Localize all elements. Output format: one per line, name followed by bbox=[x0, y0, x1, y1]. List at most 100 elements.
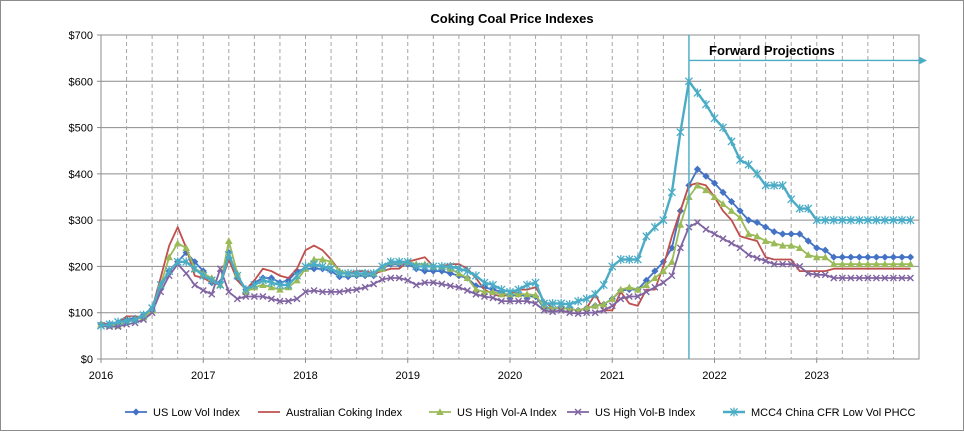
legend-label: US Low Vol Index bbox=[153, 407, 240, 419]
data-point bbox=[515, 297, 523, 305]
data-point bbox=[634, 285, 642, 293]
data-point bbox=[702, 172, 710, 180]
data-point bbox=[770, 239, 778, 247]
marker-stroke bbox=[404, 276, 412, 284]
data-point bbox=[600, 306, 608, 314]
y-tick-label: $0 bbox=[81, 354, 93, 366]
marker-stroke bbox=[208, 290, 216, 298]
data-point bbox=[821, 271, 829, 279]
data-point bbox=[139, 310, 148, 320]
data-point bbox=[650, 222, 659, 232]
data-point bbox=[463, 274, 472, 282]
marker-stroke bbox=[276, 297, 284, 305]
data-point bbox=[863, 215, 872, 225]
data-point bbox=[463, 287, 471, 294]
data-point bbox=[753, 232, 761, 240]
y-tick-label: $600 bbox=[69, 76, 93, 88]
data-point bbox=[736, 244, 744, 252]
data-point bbox=[344, 287, 352, 294]
legend-label: US High Vol-B Index bbox=[595, 407, 696, 419]
data-point bbox=[250, 293, 258, 301]
marker-stroke bbox=[719, 235, 727, 243]
data-point bbox=[744, 160, 753, 169]
data-point bbox=[804, 251, 813, 258]
data-point bbox=[693, 88, 702, 98]
data-point bbox=[711, 230, 718, 238]
data-point bbox=[668, 244, 676, 252]
marker-stroke bbox=[302, 288, 309, 296]
marker-stroke bbox=[395, 274, 403, 282]
data-point bbox=[429, 279, 437, 287]
data-point bbox=[830, 274, 838, 282]
data-point bbox=[122, 316, 131, 326]
data-point bbox=[702, 225, 710, 233]
data-point bbox=[182, 269, 190, 277]
data-point bbox=[795, 204, 804, 213]
data-point bbox=[480, 278, 489, 288]
marker-stroke bbox=[515, 297, 523, 305]
data-point bbox=[779, 230, 787, 238]
data-point bbox=[770, 260, 778, 268]
data-point bbox=[480, 293, 488, 301]
data-point bbox=[378, 275, 386, 283]
marker-stroke bbox=[532, 299, 540, 307]
marker-stroke bbox=[770, 260, 778, 268]
data-point bbox=[224, 250, 233, 260]
x-tick-label: 2018 bbox=[293, 370, 317, 382]
marker-stroke bbox=[242, 293, 250, 301]
data-point bbox=[310, 255, 318, 263]
marker-stroke bbox=[813, 271, 821, 279]
data-point bbox=[821, 246, 829, 254]
x-tick-label: 2021 bbox=[600, 370, 624, 382]
x-tick-label: 2022 bbox=[702, 370, 726, 382]
data-point bbox=[310, 265, 318, 273]
data-point bbox=[113, 317, 123, 327]
data-point bbox=[173, 257, 182, 267]
marker-stroke bbox=[310, 287, 318, 294]
forward-projections-label: Forward Projections bbox=[709, 43, 835, 58]
data-point bbox=[667, 187, 676, 197]
x-tick-label: 2020 bbox=[498, 370, 522, 382]
data-point bbox=[770, 181, 779, 190]
data-point bbox=[548, 299, 557, 308]
data-point bbox=[327, 288, 335, 296]
data-point bbox=[523, 290, 531, 298]
data-point bbox=[829, 215, 838, 225]
data-point bbox=[744, 216, 753, 224]
marker-stroke bbox=[429, 279, 437, 287]
data-point bbox=[455, 283, 463, 291]
data-point bbox=[488, 280, 498, 290]
data-point bbox=[566, 309, 574, 317]
marker-stroke bbox=[787, 260, 795, 268]
data-point bbox=[710, 179, 719, 187]
data-point bbox=[821, 215, 830, 225]
data-point bbox=[864, 274, 872, 282]
marker-stroke bbox=[642, 288, 650, 296]
data-point bbox=[549, 308, 557, 316]
data-point bbox=[225, 237, 233, 245]
marker-stroke bbox=[489, 294, 497, 302]
legend-marker bbox=[132, 408, 140, 416]
data-point bbox=[531, 291, 540, 299]
data-point bbox=[710, 193, 719, 201]
data-point bbox=[446, 262, 455, 271]
data-point bbox=[693, 181, 702, 189]
marker-stroke bbox=[549, 308, 557, 316]
marker-stroke bbox=[566, 309, 574, 317]
data-point bbox=[531, 278, 540, 288]
data-point bbox=[489, 294, 497, 302]
data-point bbox=[625, 283, 634, 291]
data-point bbox=[855, 253, 863, 261]
data-point bbox=[872, 253, 880, 261]
legend-item-us-high-vol-a-index: US High Vol-A Index bbox=[429, 407, 557, 419]
data-point bbox=[241, 285, 250, 294]
data-point bbox=[532, 299, 540, 307]
data-point bbox=[642, 288, 650, 296]
data-point bbox=[463, 266, 472, 276]
data-point bbox=[446, 269, 454, 277]
legend-item-us-low-vol-index: US Low Vol Index bbox=[125, 407, 240, 419]
data-point bbox=[352, 268, 361, 278]
data-point bbox=[497, 297, 505, 305]
data-point bbox=[335, 268, 344, 278]
